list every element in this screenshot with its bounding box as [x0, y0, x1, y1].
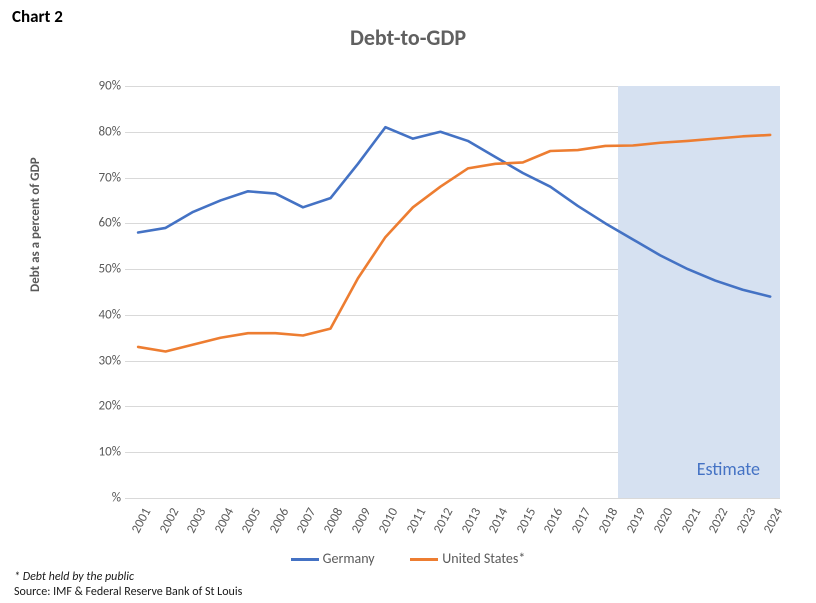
- legend-label-germany: Germany: [323, 550, 375, 567]
- y-tick-label: 70%: [71, 170, 121, 185]
- plot-area: Estimate: [125, 86, 780, 499]
- line-chart-svg: [125, 86, 780, 498]
- chart-title: Debt-to-GDP: [0, 24, 816, 51]
- y-tick-label: 60%: [71, 216, 121, 231]
- y-tick-label: 90%: [71, 79, 121, 94]
- legend-swatch-us: [410, 558, 438, 561]
- page: Chart 2 Debt-to-GDP Debt as a percent of…: [0, 0, 816, 603]
- gridline: [125, 498, 780, 499]
- y-tick-label: 10%: [71, 445, 121, 460]
- legend-swatch-germany: [291, 558, 319, 561]
- legend-item-germany: Germany: [291, 550, 375, 567]
- y-tick-label: 40%: [71, 307, 121, 322]
- legend-label-us: United States*: [442, 550, 525, 567]
- y-tick-label: 50%: [71, 262, 121, 277]
- y-tick-label: 20%: [71, 399, 121, 414]
- y-tick-label: 80%: [71, 124, 121, 139]
- legend-item-us: United States*: [410, 550, 525, 567]
- footnote-source: Source: IMF & Federal Reserve Bank of St…: [14, 585, 242, 599]
- series-line: [138, 127, 770, 296]
- footnote-debt-public: * Debt held by the public: [14, 570, 134, 584]
- legend: Germany United States*: [0, 548, 816, 567]
- y-tick-label: 30%: [71, 353, 121, 368]
- series-line: [138, 135, 770, 352]
- estimate-text-label: Estimate: [697, 458, 760, 480]
- y-tick-label: %: [71, 491, 121, 506]
- y-axis-title: Debt as a percent of GDP: [28, 157, 43, 292]
